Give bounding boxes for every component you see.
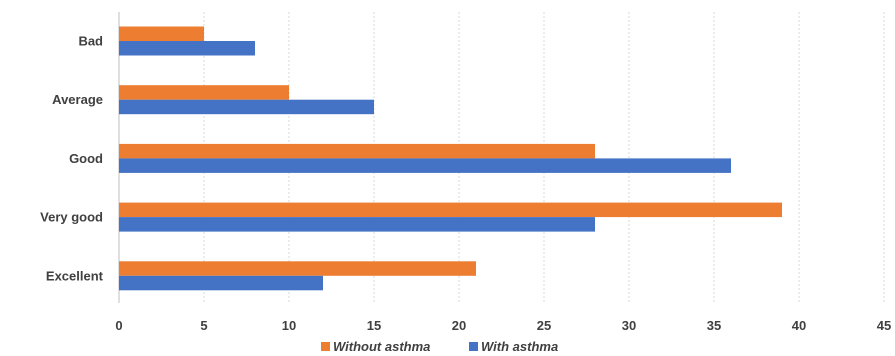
category-labels: Bad Average Good Very good Excellent [40, 34, 104, 284]
legend-label: Without asthma [333, 339, 430, 354]
bar-with-asthma [119, 99, 374, 115]
legend-swatch [469, 342, 478, 351]
legend: Without asthma With asthma [321, 339, 558, 354]
bar-without-asthma [119, 26, 204, 41]
bar-without-asthma [119, 202, 782, 218]
x-tick-label: 45 [877, 318, 891, 333]
x-tick-label: 35 [707, 318, 721, 333]
x-tick-label: 25 [537, 318, 551, 333]
x-tick-label: 20 [452, 318, 466, 333]
x-tick-labels: 0 5 10 15 20 25 30 35 40 45 [115, 318, 891, 333]
category-label: Average [52, 92, 103, 107]
bar-with-asthma [119, 158, 731, 173]
x-tick-label: 5 [200, 318, 207, 333]
bar-with-asthma [119, 217, 595, 232]
x-tick-label: 30 [622, 318, 636, 333]
bars [119, 26, 782, 291]
legend-swatch [321, 342, 330, 351]
category-label: Bad [78, 34, 103, 49]
bar-with-asthma [119, 275, 323, 291]
legend-label: With asthma [481, 339, 558, 354]
x-tick-label: 40 [792, 318, 806, 333]
bar-without-asthma [119, 261, 476, 276]
bar-without-asthma [119, 143, 595, 159]
x-tick-label: 0 [115, 318, 122, 333]
bar-with-asthma [119, 41, 255, 56]
bar-without-asthma [119, 85, 289, 100]
x-tick-label: 15 [367, 318, 381, 333]
category-label: Very good [40, 210, 103, 225]
x-tick-label: 10 [282, 318, 296, 333]
category-label: Excellent [46, 268, 104, 283]
category-label: Good [69, 151, 103, 166]
